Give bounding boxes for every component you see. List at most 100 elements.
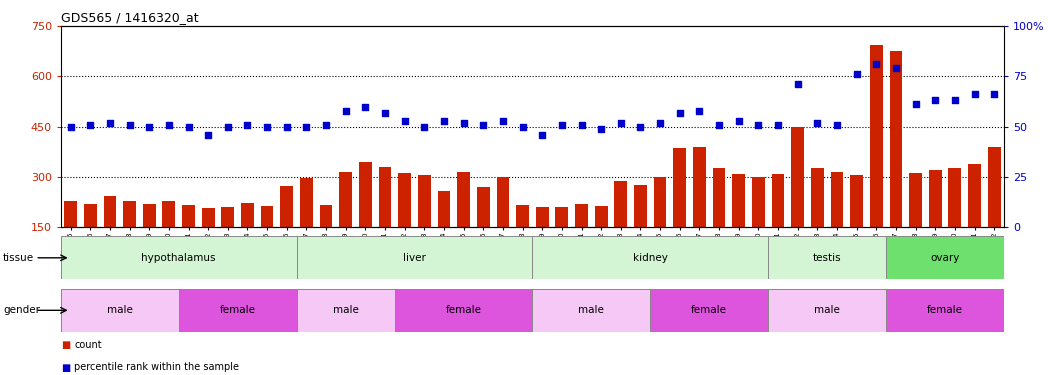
Bar xyxy=(771,174,784,277)
Point xyxy=(239,122,256,128)
Point xyxy=(829,122,846,128)
Point xyxy=(337,108,354,114)
Bar xyxy=(64,201,77,277)
Point xyxy=(279,124,296,130)
Bar xyxy=(532,236,768,279)
Point xyxy=(475,122,492,128)
Point xyxy=(122,122,138,128)
Bar xyxy=(768,289,886,332)
Point xyxy=(416,124,433,130)
Bar xyxy=(870,45,882,277)
Bar xyxy=(61,236,297,279)
Bar xyxy=(497,177,509,277)
Bar xyxy=(202,209,215,277)
Bar xyxy=(61,289,178,332)
Bar xyxy=(910,173,922,277)
Bar xyxy=(595,206,608,277)
Point xyxy=(436,117,453,123)
Point xyxy=(357,104,374,110)
Text: male: male xyxy=(333,305,358,315)
Bar xyxy=(791,126,804,277)
Bar xyxy=(297,236,532,279)
Bar xyxy=(438,191,451,277)
Point xyxy=(888,65,904,71)
Bar xyxy=(536,207,548,277)
Text: male: male xyxy=(578,305,605,315)
Bar xyxy=(143,204,155,277)
Bar xyxy=(398,173,411,277)
Point xyxy=(160,122,177,128)
Bar xyxy=(654,177,667,277)
Text: percentile rank within the sample: percentile rank within the sample xyxy=(74,363,239,372)
Text: female: female xyxy=(927,305,963,315)
Text: liver: liver xyxy=(403,253,425,263)
Text: hypothalamus: hypothalamus xyxy=(141,253,216,263)
Text: ■: ■ xyxy=(61,363,70,372)
Bar xyxy=(768,236,886,279)
Bar xyxy=(182,205,195,277)
Bar xyxy=(811,168,824,277)
Point xyxy=(809,120,826,126)
Point xyxy=(102,120,118,126)
Text: female: female xyxy=(445,305,482,315)
Point xyxy=(672,110,689,116)
Bar xyxy=(320,205,332,277)
Point xyxy=(62,124,79,130)
Bar xyxy=(104,196,116,277)
Point xyxy=(966,92,983,98)
Bar xyxy=(831,172,844,277)
Bar xyxy=(340,172,352,277)
Point xyxy=(553,122,570,128)
Bar xyxy=(84,204,96,277)
Point xyxy=(140,124,157,130)
Text: gender: gender xyxy=(3,305,40,315)
Bar xyxy=(457,172,470,277)
Point xyxy=(593,126,610,132)
Bar xyxy=(850,175,863,277)
Bar xyxy=(693,147,705,277)
Text: male: male xyxy=(814,305,840,315)
Point xyxy=(750,122,767,128)
Bar xyxy=(261,206,274,277)
Point xyxy=(259,124,276,130)
Point xyxy=(180,124,197,130)
Bar xyxy=(297,289,395,332)
Text: ovary: ovary xyxy=(931,253,960,263)
Point xyxy=(612,120,629,126)
Point xyxy=(769,122,786,128)
Point xyxy=(573,122,590,128)
Point xyxy=(868,62,885,68)
Text: kidney: kidney xyxy=(633,253,668,263)
Point xyxy=(376,110,393,116)
Text: male: male xyxy=(107,305,133,315)
Point xyxy=(632,124,649,130)
Bar xyxy=(124,201,136,277)
Bar xyxy=(555,207,568,277)
Point xyxy=(495,117,511,123)
Bar xyxy=(517,205,529,277)
Bar xyxy=(968,164,981,277)
Bar xyxy=(300,178,312,277)
Text: ■: ■ xyxy=(61,340,70,350)
Bar xyxy=(929,170,941,277)
Bar xyxy=(281,186,293,277)
Point xyxy=(908,102,924,108)
Bar xyxy=(988,147,1001,277)
Bar xyxy=(733,174,745,277)
Point xyxy=(200,132,217,138)
Bar xyxy=(418,175,431,277)
Point xyxy=(82,122,99,128)
Text: count: count xyxy=(74,340,102,350)
Bar xyxy=(886,236,1004,279)
Point xyxy=(926,98,943,104)
Bar xyxy=(221,207,234,277)
Bar xyxy=(395,289,532,332)
Bar xyxy=(477,188,489,277)
Text: tissue: tissue xyxy=(3,253,35,263)
Bar xyxy=(162,201,175,277)
Bar xyxy=(359,162,372,277)
Bar xyxy=(532,289,650,332)
Bar xyxy=(614,181,627,277)
Bar xyxy=(378,166,391,277)
Point xyxy=(652,120,669,126)
